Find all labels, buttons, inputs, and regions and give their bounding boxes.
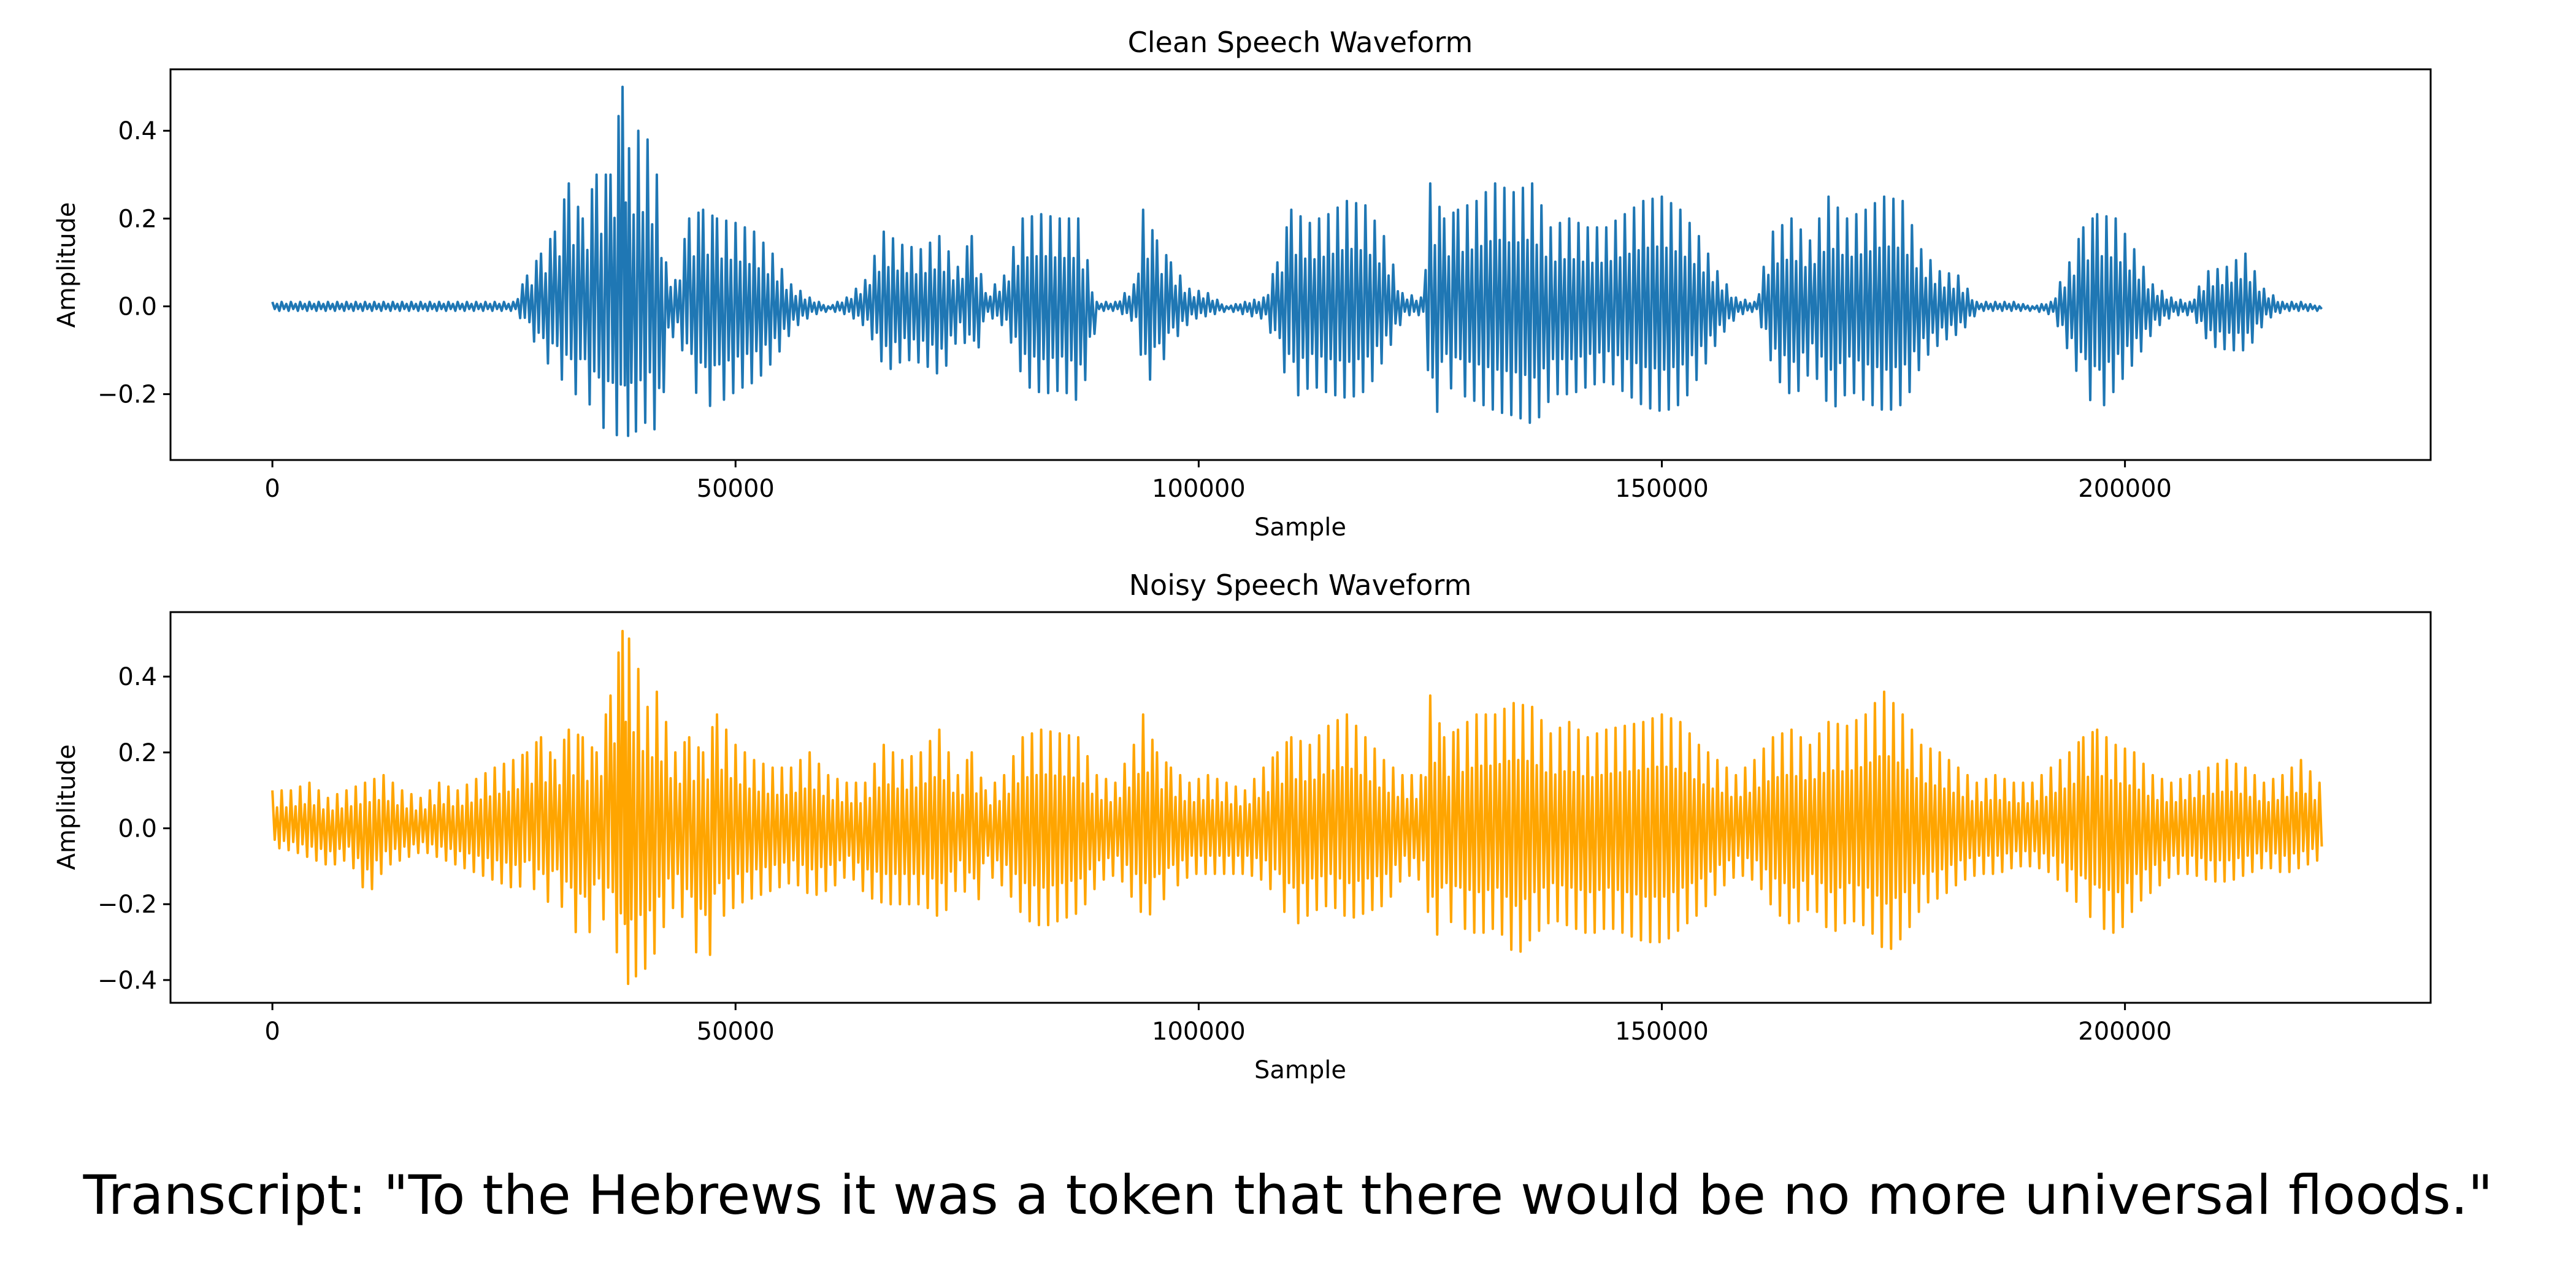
noisy-x-tick-label: 0 <box>264 1018 280 1046</box>
noisy-y-axis-ticks: 0.4 0.2 0.0 −0.2 −0.4 <box>98 663 171 995</box>
noisy-plot-area <box>271 629 2323 986</box>
noisy-x-axis-ticks: 0 50000 100000 150000 200000 <box>264 1003 2172 1046</box>
noisy-y-axis-label: Amplitude <box>53 745 81 870</box>
noisy-x-tick-label: 200000 <box>2078 1018 2172 1046</box>
clean-y-axis-ticks: 0.4 0.2 0.0 −0.2 <box>98 117 171 409</box>
clean-axes-frame <box>169 68 2432 461</box>
noisy-y-tick-label: 0.4 <box>118 663 157 691</box>
clean-y-tick-label: 0.2 <box>118 205 157 233</box>
clean-x-tick-label: 200000 <box>2078 475 2172 503</box>
clean-x-tick-label: 0 <box>264 475 280 503</box>
noisy-speech-panel: Noisy Speech Waveform 0 50000 100000 150000… <box>53 569 2432 1084</box>
noisy-y-tick-label: 0.0 <box>118 815 157 843</box>
clean-speech-panel: Clean Speech Waveform 0 50000 100000 150000… <box>53 26 2432 542</box>
clean-x-tick-label: 150000 <box>1615 475 1709 503</box>
clean-y-tick-label: 0.0 <box>118 293 157 321</box>
clean-chart-title: Clean Speech Waveform <box>1128 26 1473 59</box>
noisy-axes-frame <box>169 611 2432 1004</box>
clean-y-axis-label: Amplitude <box>53 202 81 328</box>
transcript-caption: Transcript: "To the Hebrews it was a tok… <box>83 1163 2493 1227</box>
clean-x-tick-label: 50000 <box>697 475 775 503</box>
clean-x-tick-label: 100000 <box>1152 475 1246 503</box>
noisy-waveform-line <box>271 629 2323 986</box>
noisy-chart-title: Noisy Speech Waveform <box>1129 569 1472 602</box>
noisy-x-axis-label: Sample <box>1254 1056 1346 1084</box>
noisy-x-tick-label: 100000 <box>1152 1018 1246 1046</box>
noisy-x-tick-label: 150000 <box>1615 1018 1709 1046</box>
noisy-y-tick-label: −0.4 <box>98 967 157 995</box>
clean-y-tick-label: 0.4 <box>118 117 157 145</box>
clean-x-axis-ticks: 0 50000 100000 150000 200000 <box>264 460 2172 503</box>
noisy-x-tick-label: 50000 <box>697 1018 775 1046</box>
clean-plot-area <box>271 85 2323 437</box>
clean-waveform-line <box>271 85 2323 437</box>
clean-x-axis-label: Sample <box>1254 513 1346 542</box>
noisy-y-tick-label: −0.2 <box>98 891 157 919</box>
clean-y-tick-label: −0.2 <box>98 381 157 409</box>
noisy-y-tick-label: 0.2 <box>118 739 157 767</box>
